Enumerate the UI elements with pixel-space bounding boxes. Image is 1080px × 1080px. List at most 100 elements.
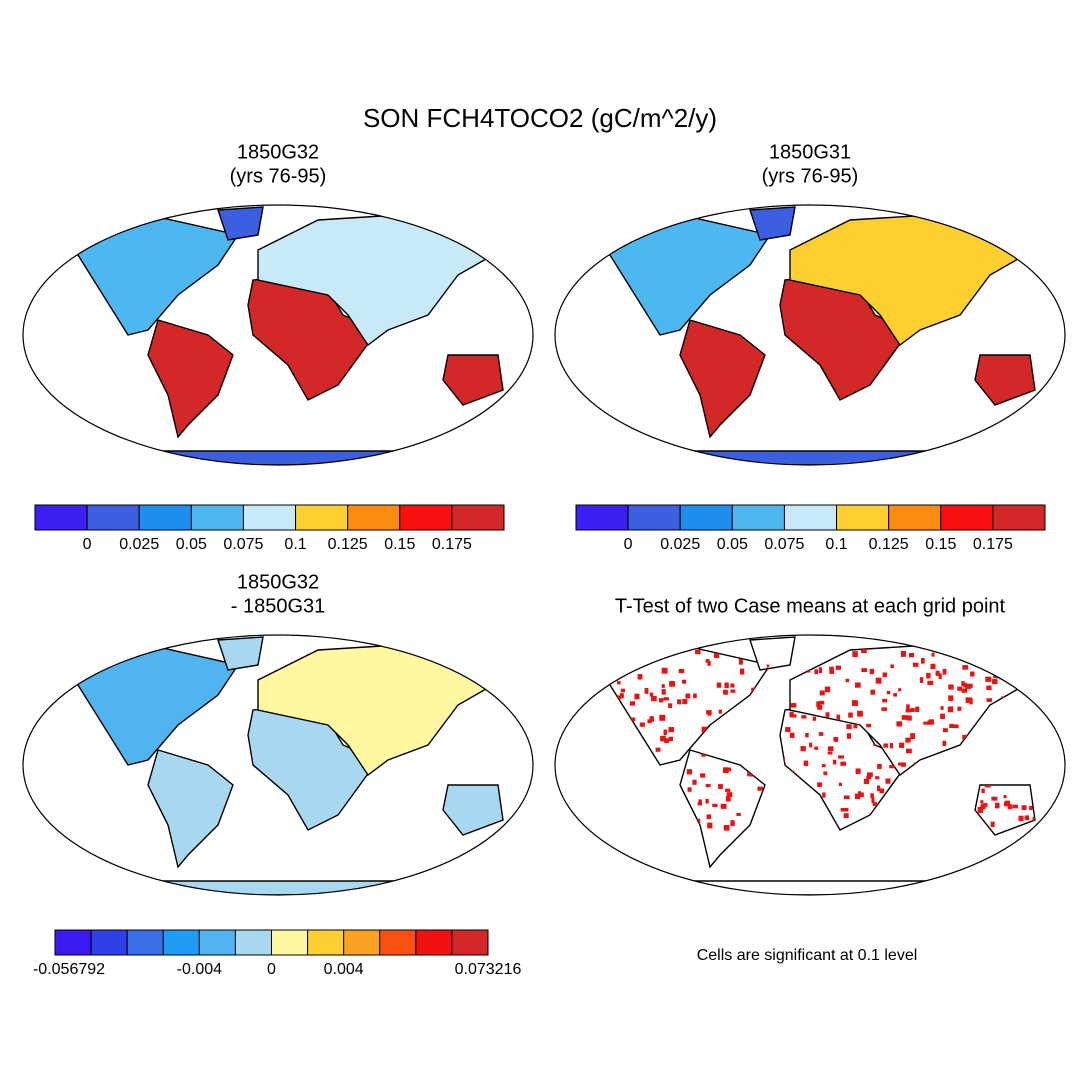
colorbar-box <box>242 504 297 531</box>
significant-cell <box>593 646 597 650</box>
significant-cell <box>687 787 692 792</box>
map-panel <box>554 204 1066 466</box>
colorbar-label: 0.15 <box>925 536 956 553</box>
significant-cell <box>1023 645 1029 649</box>
significant-cell <box>1037 657 1041 660</box>
significant-cell <box>718 784 723 789</box>
significant-cell <box>912 662 919 667</box>
significant-cell <box>1051 689 1055 695</box>
significant-cell <box>677 699 682 705</box>
significant-cell <box>661 689 666 695</box>
colorbar-box <box>347 504 401 531</box>
significant-cell <box>829 670 835 674</box>
significant-cell <box>574 842 577 846</box>
colorbar-label: 0.125 <box>869 536 909 553</box>
significant-cell <box>824 686 831 693</box>
significant-cell <box>905 708 911 713</box>
significant-cell <box>1012 804 1018 809</box>
land <box>107 880 449 895</box>
colorbar-label: 0 <box>267 961 276 978</box>
significant-cell <box>901 715 908 720</box>
significant-cell <box>882 698 888 703</box>
significant-cell <box>561 672 565 675</box>
land <box>147 749 234 869</box>
significant-cell <box>1003 801 1008 807</box>
significant-cell <box>964 877 969 882</box>
significant-cell <box>822 792 826 798</box>
significant-cell <box>875 776 880 780</box>
significant-cell <box>695 649 701 655</box>
significant-cell <box>991 679 998 685</box>
significant-cell <box>957 686 963 691</box>
significant-cell <box>747 771 753 777</box>
significant-cell <box>905 737 911 743</box>
significant-cell <box>938 673 942 680</box>
significant-cell <box>990 821 995 828</box>
significant-cell <box>1040 857 1045 862</box>
significant-cell <box>910 708 915 712</box>
significant-cell <box>940 713 945 719</box>
significant-cell <box>817 704 823 710</box>
significant-cell <box>584 849 589 854</box>
significant-cell <box>563 872 568 877</box>
significant-cell <box>832 759 837 765</box>
significant-cell <box>906 715 912 721</box>
significant-cell <box>1056 825 1061 828</box>
significant-cell <box>842 807 849 812</box>
significant-cell <box>1041 689 1046 692</box>
significant-cell <box>1015 878 1018 883</box>
significant-cell <box>660 647 665 653</box>
significant-cell <box>578 841 584 845</box>
significant-cell <box>926 672 931 679</box>
colorbar-label: 0.073216 <box>455 961 522 978</box>
significant-cell <box>1036 652 1041 655</box>
significant-cell <box>622 652 626 659</box>
colorbar-box <box>86 504 140 531</box>
colorbar-label: 0.025 <box>660 536 700 553</box>
colorbar-box <box>888 504 942 531</box>
significant-cell <box>869 668 875 675</box>
significant-cell <box>739 668 745 675</box>
significant-cell <box>947 706 954 713</box>
significant-cell <box>730 689 736 693</box>
significant-cell <box>969 699 973 705</box>
colorbar-box <box>190 504 244 531</box>
significant-cell <box>836 714 841 721</box>
significant-cell <box>1045 677 1050 682</box>
significant-cell <box>712 803 718 808</box>
significant-cell <box>693 693 697 699</box>
significant-cell <box>896 721 903 727</box>
land <box>609 216 772 336</box>
significant-cell <box>757 786 763 791</box>
significant-cell <box>1024 815 1030 821</box>
significant-cell <box>901 762 906 767</box>
significant-cell <box>1029 805 1033 811</box>
significant-cell <box>563 680 566 684</box>
colorbar-box <box>415 929 453 956</box>
significant-cell <box>705 659 710 663</box>
significant-cell <box>948 684 954 690</box>
significant-cell <box>998 667 1003 674</box>
significant-cell <box>707 660 711 666</box>
significant-cell <box>818 700 825 705</box>
significant-cell <box>1020 645 1026 646</box>
significant-cell <box>1003 670 1008 677</box>
significant-cell <box>949 723 954 729</box>
significant-cell <box>801 715 807 719</box>
significant-cell <box>838 755 845 759</box>
significant-cell <box>870 689 876 695</box>
significant-cell <box>682 679 687 684</box>
significant-cell <box>803 760 809 766</box>
significant-cell <box>923 721 929 725</box>
colorbar-box <box>783 504 838 531</box>
significant-cell <box>791 714 797 718</box>
significant-cell <box>985 676 992 682</box>
significant-cell <box>942 740 947 746</box>
significant-cell <box>886 690 891 695</box>
significant-cell <box>1007 804 1012 810</box>
significant-cell <box>663 697 669 701</box>
significant-cell <box>898 762 903 766</box>
colorbar-box <box>343 929 381 956</box>
significant-cell <box>840 808 845 812</box>
